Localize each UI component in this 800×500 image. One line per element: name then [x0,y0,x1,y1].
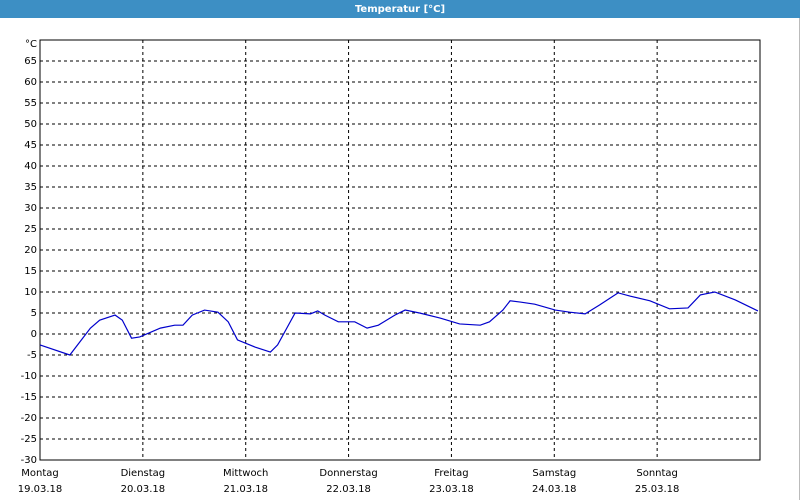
y-unit: °C [25,39,37,50]
y-tick-label: -30 [21,455,37,466]
y-tick-label: 30 [24,203,37,214]
y-tick-label: 25 [24,224,37,235]
plot-frame [39,39,761,461]
x-tick-date: 23.03.18 [429,484,474,495]
x-tick-label: Donnerstag [319,468,377,479]
x-tick-label: Freitag [434,468,468,479]
x-tick-date: 20.03.18 [121,484,166,495]
x-tick-date: 21.03.18 [223,484,268,495]
y-tick-label: 0 [31,329,37,340]
y-tick-label: 40 [24,161,37,172]
x-tick-date: 24.03.18 [532,484,577,495]
title-bar [0,0,800,18]
x-tick-date: 19.03.18 [18,484,63,495]
y-tick-label: -5 [27,350,37,361]
y-tick-label: 55 [24,98,37,109]
y-tick-label: 15 [24,266,37,277]
x-tick-label: Dienstag [121,468,166,479]
y-tick-label: 10 [24,287,37,298]
y-tick-label: 45 [24,140,37,151]
y-tick-label: 35 [24,182,37,193]
y-tick-label: 65 [24,56,37,67]
y-tick-label: 60 [24,77,37,88]
x-tick-date: 22.03.18 [326,484,371,495]
y-tick-label: -15 [21,392,37,403]
x-tick-label: Mittwoch [223,468,268,479]
y-tick-label: 20 [24,245,37,256]
x-tick-label: Samstag [532,468,576,479]
y-tick-label: 50 [24,119,37,130]
chart-title: Temperatur [°C] [355,4,445,15]
y-tick-label: -10 [21,371,37,382]
x-tick-label: Sonntag [636,468,678,479]
x-tick-label: Montag [21,468,58,479]
y-tick-label: -20 [21,413,37,424]
temperature-line [39,291,759,356]
y-tick-label: 5 [31,308,37,319]
y-tick-label: -25 [21,434,37,445]
x-tick-date: 25.03.18 [635,484,680,495]
